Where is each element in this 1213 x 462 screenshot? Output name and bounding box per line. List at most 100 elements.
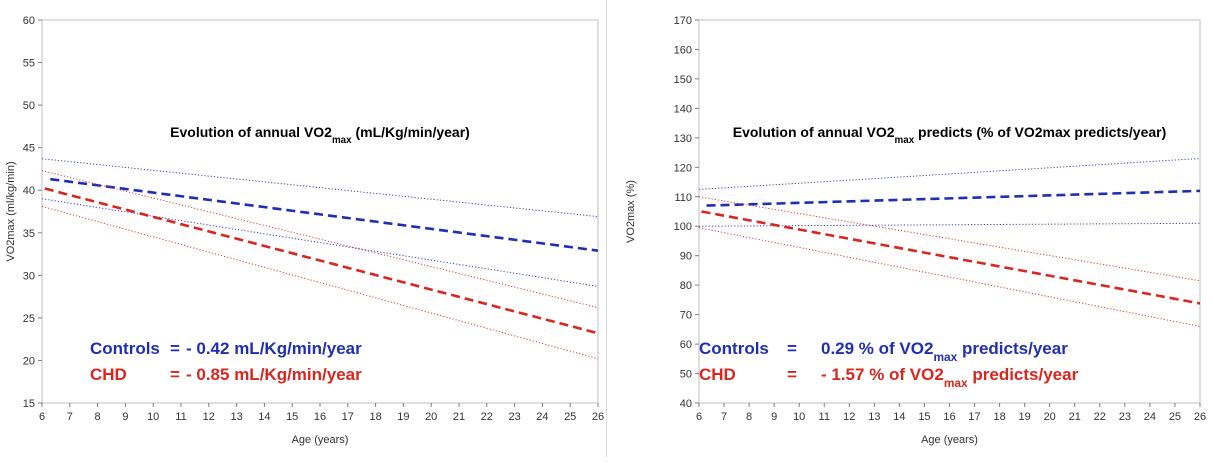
chd-ci-lower-line: [41, 205, 599, 360]
x-tick-label: 11: [175, 411, 186, 423]
y-tick-label: 45: [23, 143, 35, 155]
x-tick-label: 7: [721, 411, 727, 423]
x-tick-label: 10: [793, 411, 805, 423]
chart-svg-vo2max-percent: 40 50 60 70 80 90 100 110 120 130 140 150 160 170 6 7 8 9…: [625, 15, 1206, 446]
x-tick-label: 24: [536, 411, 548, 423]
plot-frame: [698, 19, 1201, 404]
chd-annotation-label: CHD: [90, 365, 127, 384]
x-tick-label: 20: [425, 411, 437, 423]
controls-annotation-label: Controls: [699, 339, 769, 358]
x-tick-label: 9: [771, 411, 777, 423]
controls-regression-line: [50, 177, 599, 252]
x-tick-label: 13: [230, 411, 242, 423]
chd-annotation-label: CHD: [699, 365, 736, 384]
x-tick-label: 13: [868, 411, 880, 423]
chd-ci-upper-line: [41, 170, 599, 309]
y-tick-label: 30: [23, 270, 35, 282]
x-tick-label: 19: [397, 411, 409, 423]
y-tick-label: 35: [23, 228, 35, 240]
controls-regression-line: [706, 189, 1201, 207]
x-axis-label: Age (years): [921, 434, 978, 446]
x-tick-label: 26: [1194, 411, 1206, 423]
x-tick-label: 17: [342, 411, 354, 423]
chd-ci-lower-line: [698, 227, 1201, 327]
chd-annotation-value: - 0.85 mL/Kg/min/year: [186, 365, 362, 384]
y-tick-label: 50: [23, 100, 35, 112]
x-axis-label: Age (years): [292, 434, 349, 446]
chart-svg-vo2max-absolute: 15 20 25 30 35 40 45 50 55 60 6 7 8 9 10 11 12 13 14 15 16 17…: [5, 15, 604, 446]
x-tick-label: 26: [592, 411, 604, 423]
y-tick-label: 90: [680, 251, 692, 263]
chd-ci-upper-line: [698, 196, 1201, 282]
y-axis-label: VO2max (ml/kg/min): [5, 161, 17, 261]
x-tick-label: 10: [147, 411, 159, 423]
x-tick-label: 18: [993, 411, 1005, 423]
y-tick-label: 80: [680, 280, 692, 292]
y-tick-label: 130: [674, 133, 692, 145]
y-tick-label: 25: [23, 313, 35, 325]
y-tick-label: 150: [674, 74, 692, 86]
x-tick-label: 12: [843, 411, 855, 423]
y-tick-label: 170: [674, 15, 692, 27]
x-tick-label: 18: [369, 411, 381, 423]
y-tick-label: 110: [674, 192, 692, 204]
y-tick-label: 50: [680, 369, 692, 381]
y-tick-label: 160: [674, 44, 692, 56]
y-tick-label: 15: [23, 398, 35, 410]
y-axis-label: VO2max (%): [625, 180, 637, 243]
x-tick-label: 15: [918, 411, 930, 423]
x-tick-label: 6: [696, 411, 702, 423]
x-tick-label: 12: [203, 411, 215, 423]
x-tick-label: 21: [1069, 411, 1081, 423]
y-tick-label: 100: [674, 221, 692, 233]
x-tick-label: 20: [1044, 411, 1056, 423]
x-tick-label: 8: [95, 411, 101, 423]
x-tick-label: 14: [258, 411, 270, 423]
controls-ci-lower-line: [41, 198, 599, 287]
x-tick-label: 25: [1169, 411, 1181, 423]
controls-ci-upper-line: [698, 157, 1201, 190]
x-tick-label: 8: [746, 411, 752, 423]
x-tick-label: 25: [564, 411, 576, 423]
x-tick-label: 14: [893, 411, 905, 423]
chart-panel-vo2max-absolute: 15 20 25 30 35 40 45 50 55 60 6 7 8 9 10 11 12 13 14 15 16 17…: [0, 0, 606, 457]
controls-ci-upper-line: [41, 158, 599, 218]
y-tick-label: 70: [680, 310, 692, 322]
x-tick-label: 23: [508, 411, 520, 423]
x-tick-label: 21: [453, 411, 465, 423]
panel-divider: [606, 0, 607, 457]
x-tick-label: 15: [286, 411, 298, 423]
x-tick-label: 19: [1019, 411, 1031, 423]
x-tick-label: 16: [314, 411, 326, 423]
x-tick-label: 11: [819, 411, 830, 423]
chart-title: Evolution of annual VO2max (mL/Kg/min/ye…: [170, 124, 470, 146]
x-tick-label: 7: [67, 411, 73, 423]
y-tick-label: 60: [23, 15, 35, 27]
x-tick-label: 9: [122, 411, 128, 423]
chart-panel-vo2max-percent: 40 50 60 70 80 90 100 110 120 130 140 150 160 170 6 7 8 9…: [607, 0, 1213, 457]
chd-regression-line: [44, 187, 599, 335]
x-tick-label: 22: [1094, 411, 1106, 423]
controls-annotation-label: Controls: [90, 339, 160, 358]
x-tick-label: 6: [39, 411, 45, 423]
chd-annotation-value: - 1.57 % of VO2max predicts/year: [821, 365, 1079, 390]
x-tick-label: 23: [1119, 411, 1131, 423]
y-tick-label: 60: [680, 339, 692, 351]
chd-annotation-equals: =: [170, 365, 180, 384]
y-tick-label: 40: [680, 398, 692, 410]
controls-annotation-value: - 0.42 mL/Kg/min/year: [186, 339, 362, 358]
y-tick-label: 55: [23, 58, 35, 70]
chd-annotation-equals: =: [787, 365, 797, 384]
x-tick-label: 24: [1144, 411, 1156, 423]
controls-annotation-equals: =: [170, 339, 180, 358]
chart-title: Evolution of annual VO2max predicts (% o…: [733, 124, 1167, 146]
x-tick-label: 17: [968, 411, 980, 423]
chd-regression-line: [701, 210, 1201, 305]
y-tick-label: 120: [674, 162, 692, 174]
controls-ci-lower-line: [698, 222, 1201, 227]
controls-annotation-value: 0.29 % of VO2max predicts/year: [821, 339, 1068, 364]
controls-annotation-equals: =: [787, 339, 797, 358]
y-tick-label: 140: [674, 103, 692, 115]
y-tick-label: 20: [23, 355, 35, 367]
